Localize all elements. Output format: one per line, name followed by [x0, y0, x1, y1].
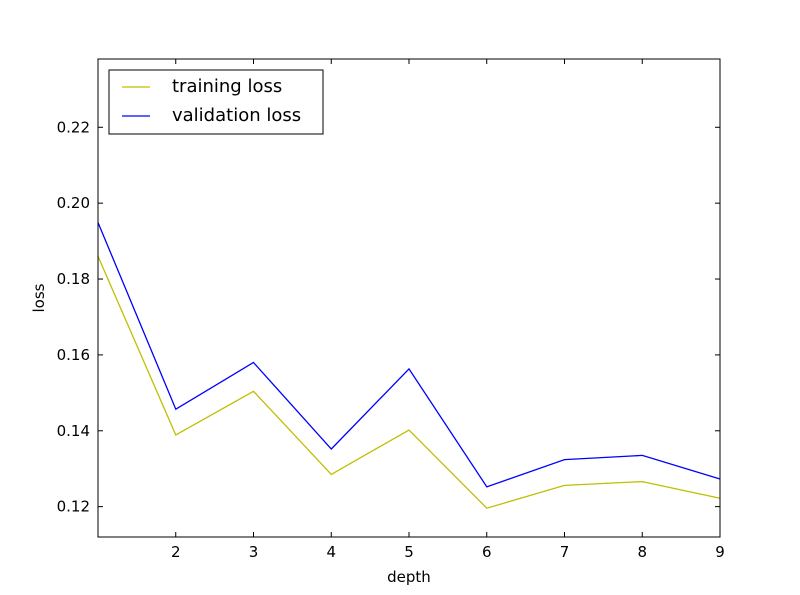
series-line-training-loss: [97, 256, 721, 509]
x-axis-label: depth: [387, 568, 431, 586]
y-tick-label: 0.20: [57, 194, 90, 212]
y-tick-label: 0.14: [57, 422, 90, 440]
x-tick-label: 6: [482, 543, 492, 561]
x-tick-label: 7: [560, 543, 570, 561]
x-tick-label: 2: [171, 543, 181, 561]
y-tick-label: 0.12: [57, 498, 90, 516]
legend-label-validation-loss: validation loss: [172, 105, 301, 126]
x-tick-label: 8: [637, 543, 647, 561]
legend-label-training-loss: training loss: [172, 76, 282, 97]
x-tick-label: 9: [715, 543, 725, 561]
y-axis-label: loss: [30, 283, 48, 312]
legend: training loss validation loss: [108, 69, 324, 135]
y-tick-label: 0.18: [57, 270, 90, 288]
x-tick-label: 3: [249, 543, 259, 561]
x-tick-label: 5: [404, 543, 414, 561]
y-tick-label: 0.22: [57, 118, 90, 136]
legend-frame: [108, 69, 324, 135]
y-tick-label: 0.16: [57, 346, 90, 364]
x-tick-label: 4: [326, 543, 336, 561]
series-line-validation-loss: [97, 222, 721, 488]
series-layer: [97, 222, 721, 509]
tick-layer: 2 3 4 5 6 7 8 9 0.12 0.14 0.16 0.18 0.20 0.22: [57, 59, 725, 561]
